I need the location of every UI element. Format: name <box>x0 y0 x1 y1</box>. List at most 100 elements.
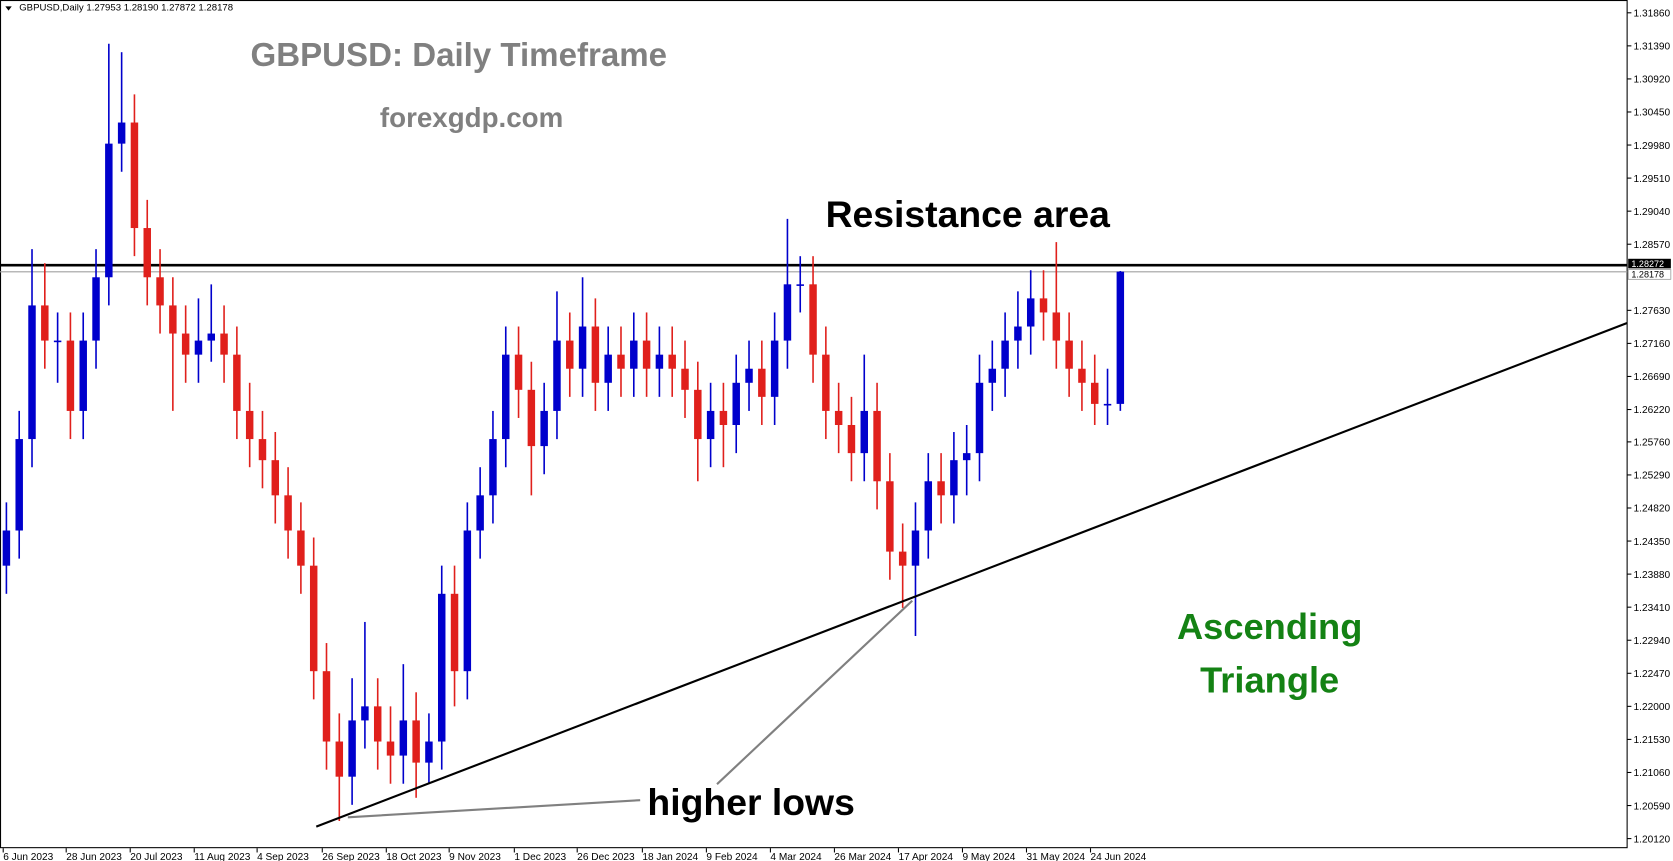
candle-body <box>53 340 62 343</box>
x-tick-label: 17 Apr 2024 <box>898 852 953 861</box>
y-tick-label: 1.22470 <box>1634 669 1671 680</box>
candle-body <box>207 333 215 341</box>
candle-body <box>463 530 472 672</box>
candle-body <box>284 495 292 531</box>
candle-body <box>245 410 254 440</box>
candle-body <box>348 720 356 777</box>
y-tick-label: 1.24820 <box>1634 504 1671 515</box>
candle-body <box>450 593 459 672</box>
candle-body <box>745 368 753 383</box>
y-tick-label: 1.30450 <box>1634 108 1671 119</box>
x-tick-label: 18 Oct 2023 <box>386 852 442 861</box>
candle-body <box>1026 298 1035 327</box>
higher-lows-annotation: higher lows <box>647 781 854 823</box>
candle-body <box>28 305 36 440</box>
y-tick-label: 1.27630 <box>1634 306 1671 317</box>
pattern-annotation: Ascending <box>1177 606 1362 647</box>
x-tick-label: 26 Dec 2023 <box>577 852 635 861</box>
candle-body <box>847 424 856 454</box>
y-tick-label: 1.27160 <box>1634 339 1671 350</box>
candle-body <box>527 389 536 447</box>
candle-body <box>1052 312 1061 341</box>
candle-body <box>822 354 830 411</box>
candle-body <box>655 354 664 369</box>
y-tick-label: 1.29040 <box>1634 207 1671 218</box>
candle-body <box>258 439 267 461</box>
y-tick-label: 1.21060 <box>1634 768 1671 779</box>
candle-body <box>1014 326 1022 341</box>
y-tick-label: 1.20590 <box>1634 801 1671 812</box>
y-tick-label: 1.26690 <box>1634 372 1671 383</box>
y-tick-label: 1.30920 <box>1634 75 1671 86</box>
candle-body <box>1103 403 1112 406</box>
candle-body <box>758 368 766 397</box>
x-tick-label: 1 Dec 2023 <box>514 852 566 861</box>
x-tick-label: 11 Aug 2023 <box>194 852 250 861</box>
candle-body <box>706 410 715 440</box>
candle-body <box>898 551 907 566</box>
y-tick-label: 1.28570 <box>1634 240 1671 251</box>
chart-title: GBPUSD: Daily Timeframe <box>251 37 667 74</box>
y-tick-label: 1.20120 <box>1634 834 1671 845</box>
candle-body <box>860 410 868 454</box>
y-tick-label: 1.24350 <box>1634 537 1671 548</box>
candle-body <box>156 277 164 306</box>
y-tick-label: 1.29980 <box>1634 141 1671 152</box>
plot-frame <box>0 0 1628 849</box>
candle-body <box>950 460 958 496</box>
last-price-tag-label: 1.28178 <box>1631 270 1664 280</box>
candle-body <box>988 368 997 383</box>
candle-body <box>322 671 331 742</box>
x-tick-label: 4 Mar 2024 <box>770 852 822 861</box>
candle-body <box>181 333 190 355</box>
candle-body <box>143 228 151 278</box>
candle-body <box>962 453 971 461</box>
header-arrow <box>5 6 12 11</box>
candle-body <box>642 340 651 369</box>
candle-body <box>233 354 241 411</box>
header-info: GBPUSD,Daily 1.27953 1.28190 1.27872 1.2… <box>19 3 233 14</box>
y-tick-label: 1.31860 <box>1634 9 1671 20</box>
candle-body <box>66 340 75 411</box>
candle-body <box>271 460 280 496</box>
candle-body <box>412 720 420 763</box>
candle-body <box>886 481 894 552</box>
candle-body <box>220 333 228 355</box>
candle-body <box>297 530 305 566</box>
candle-body <box>540 410 548 447</box>
candle-body <box>873 410 881 482</box>
y-tick-label: 1.21530 <box>1634 735 1671 746</box>
candle-body <box>834 410 843 425</box>
x-tick-label: 9 May 2024 <box>962 852 1015 861</box>
candle-body <box>130 122 139 229</box>
x-tick-label: 9 Feb 2024 <box>706 852 758 861</box>
y-tick-label: 1.22000 <box>1634 702 1671 713</box>
candle-body <box>373 706 382 742</box>
candle-body <box>732 382 740 425</box>
candle-body <box>694 389 702 440</box>
candle-body <box>604 354 612 383</box>
candle-body <box>335 741 344 777</box>
x-tick-label: 24 Jun 2024 <box>1091 852 1147 861</box>
candle-body <box>937 481 945 496</box>
x-tick-label: 26 Sep 2023 <box>322 852 380 861</box>
candle-body <box>425 741 433 763</box>
candle-body <box>1065 340 1073 369</box>
candle-body <box>1090 382 1099 404</box>
candle-body <box>591 326 600 383</box>
candle-body <box>1116 271 1125 404</box>
candle-body <box>514 354 523 390</box>
candle-body <box>630 340 638 369</box>
candle-body <box>783 284 792 341</box>
resistance-tag-label: 1.28272 <box>1631 259 1664 269</box>
candle-body <box>668 354 676 369</box>
candle-body <box>1039 298 1048 313</box>
candle-body <box>566 340 574 369</box>
candle-body <box>399 720 408 756</box>
pointer-lines <box>347 599 913 819</box>
candle-body <box>796 284 804 286</box>
y-tick-label: 1.25290 <box>1634 471 1671 482</box>
candle-body <box>553 340 561 411</box>
